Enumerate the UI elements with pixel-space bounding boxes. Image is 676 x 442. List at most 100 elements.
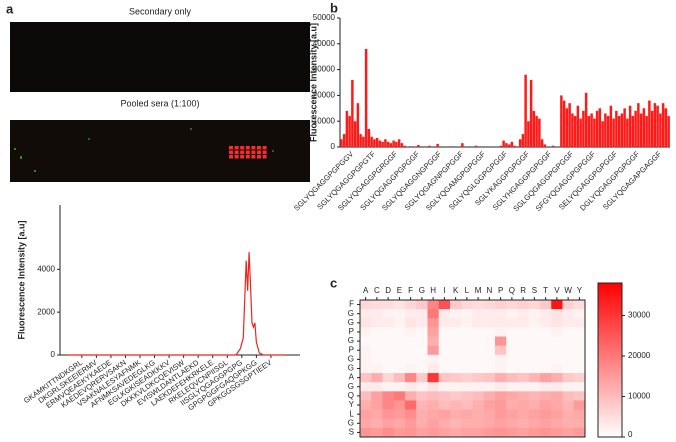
heat-cell	[382, 345, 395, 356]
heat-cell	[528, 300, 541, 310]
bar	[598, 108, 602, 147]
y-tick-label: 2000	[37, 307, 55, 316]
heat-cell	[495, 418, 507, 429]
heat-cell	[393, 418, 406, 429]
bar	[370, 136, 373, 147]
x-tick-label: H	[430, 286, 436, 295]
heat-cell	[427, 373, 440, 383]
bar	[342, 134, 346, 147]
y-tick-label: Q	[348, 391, 354, 400]
heat-cell	[517, 345, 530, 356]
x-tick-label: N	[486, 286, 492, 295]
bar	[373, 139, 376, 147]
bar	[634, 110, 637, 147]
heat-cell	[405, 336, 417, 346]
heat-cell	[540, 327, 552, 337]
bar	[568, 103, 571, 147]
heat-cell	[528, 327, 541, 337]
spot	[257, 146, 261, 150]
heat-cell	[495, 400, 507, 410]
bar	[538, 118, 541, 147]
bar	[529, 79, 533, 147]
bar	[527, 121, 530, 147]
heat-cell	[483, 345, 496, 356]
heat-cell	[461, 354, 473, 365]
spot	[262, 146, 267, 150]
bar	[502, 140, 505, 147]
heat-cell	[450, 318, 462, 328]
heat-cell	[427, 418, 440, 429]
y-tick-label: G	[348, 418, 354, 427]
bar	[408, 146, 412, 147]
heat-cell	[427, 327, 440, 337]
heat-cell	[360, 300, 372, 310]
heat-cell	[517, 409, 530, 420]
heat-cell	[360, 418, 372, 429]
heat-cell	[382, 336, 395, 346]
heat-cell	[573, 300, 586, 310]
heat-cell	[405, 354, 417, 365]
heat-cell	[427, 391, 440, 401]
heat-cell	[360, 318, 372, 328]
image-title: Pooled sera (1:100)	[120, 98, 199, 108]
heat-cell	[393, 409, 406, 420]
heat-cell	[573, 382, 586, 392]
y-tick-label: G	[348, 354, 354, 363]
bar	[560, 95, 563, 147]
heat-cell	[483, 318, 496, 328]
bar	[604, 113, 607, 147]
data-line	[67, 252, 286, 356]
heat-cell	[472, 345, 485, 356]
heat-cell	[540, 354, 552, 365]
bar	[521, 134, 525, 147]
bar	[375, 137, 379, 147]
heat-cell	[528, 373, 541, 383]
heat-cell	[540, 373, 552, 383]
heat-cell	[573, 418, 586, 429]
bar	[659, 113, 662, 147]
heat-cell	[483, 363, 496, 374]
x-tick-label: D	[385, 286, 391, 295]
heat-cell	[472, 327, 485, 337]
spot	[229, 146, 233, 150]
heat-cell	[416, 400, 428, 410]
heat-cell	[506, 309, 518, 319]
heat-cell	[483, 309, 496, 319]
bar	[356, 103, 360, 147]
bar	[653, 103, 657, 147]
heat-cell	[528, 391, 541, 401]
bar	[540, 139, 544, 147]
heat-cell	[438, 427, 451, 438]
heat-cell	[371, 427, 383, 438]
heat-cell	[562, 336, 575, 346]
heat-cell	[450, 400, 462, 410]
heat-cell	[540, 318, 552, 328]
heat-cell	[360, 363, 372, 374]
heat-cell	[551, 354, 563, 365]
x-tick-label: Y	[577, 286, 583, 295]
heat-cell	[551, 327, 563, 337]
scan-spots	[14, 128, 274, 172]
heat-cell	[371, 363, 383, 374]
heat-cell	[405, 345, 417, 356]
heat-cell	[528, 354, 541, 365]
heat-cell	[573, 373, 586, 383]
heat-cell	[540, 309, 552, 319]
heat-cell	[382, 427, 395, 438]
bar	[359, 134, 362, 147]
heat-cell	[461, 418, 473, 429]
heat-cell	[517, 318, 530, 328]
heat-cell	[427, 400, 440, 410]
heat-cell	[393, 354, 406, 365]
heat-cell	[405, 418, 417, 429]
bar	[650, 110, 654, 147]
y-tick-label: 50000	[313, 13, 336, 22]
bar	[642, 108, 646, 147]
heat-cell	[450, 382, 462, 392]
heat-cell	[573, 427, 586, 438]
heat-cell	[393, 427, 406, 438]
heat-cell	[506, 427, 518, 438]
heat-cell	[461, 409, 473, 420]
heat-cell	[416, 391, 428, 401]
heat-cell	[371, 336, 383, 346]
